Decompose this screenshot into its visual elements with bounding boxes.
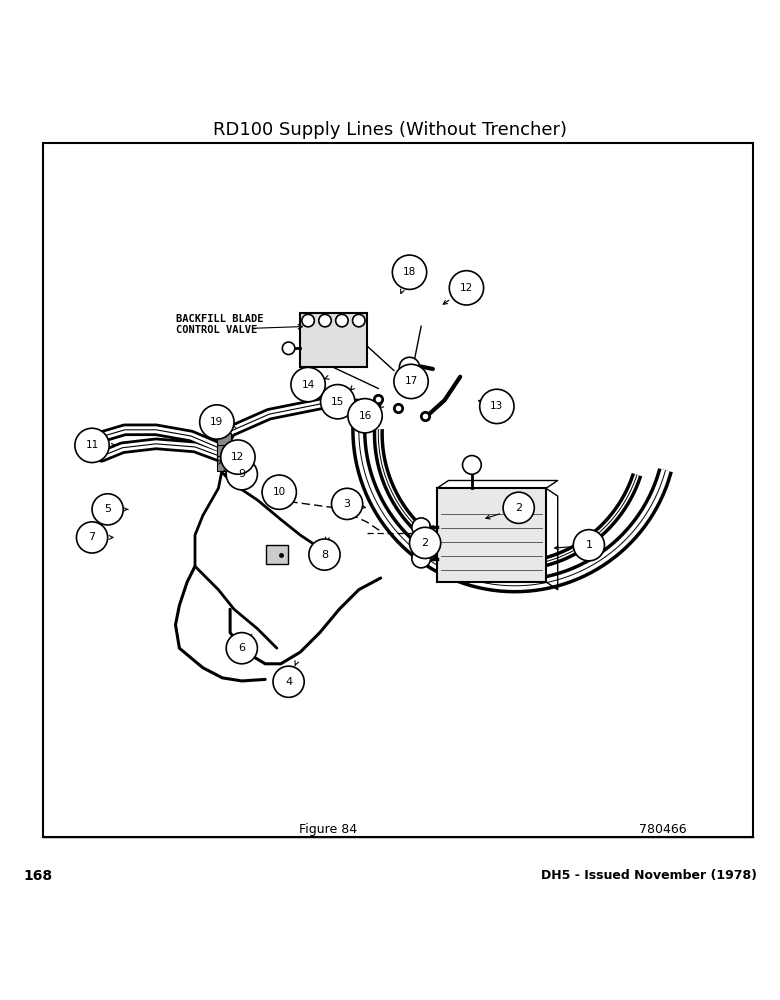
Text: 5: 5 [105,504,111,514]
Text: 7: 7 [88,532,96,542]
Text: 16: 16 [359,411,371,421]
Circle shape [282,342,295,355]
Bar [217,433,231,452]
Text: 11: 11 [86,440,98,450]
Circle shape [449,271,484,305]
Text: RD100 Supply Lines (Without Trencher): RD100 Supply Lines (Without Trencher) [213,121,567,139]
Circle shape [392,255,427,289]
Text: 12: 12 [232,452,244,462]
Circle shape [412,518,431,537]
Circle shape [221,440,255,474]
Circle shape [394,364,428,399]
Circle shape [353,314,365,327]
Bar [217,456,231,471]
Circle shape [319,314,332,327]
Text: DH5 - Issued November (1978): DH5 - Issued November (1978) [541,869,757,882]
Text: 12: 12 [460,283,473,293]
Circle shape [399,357,420,378]
Circle shape [332,488,363,520]
Bar [43,143,753,837]
Circle shape [262,475,296,509]
Circle shape [291,367,325,402]
Text: Figure 84: Figure 84 [299,823,356,836]
Circle shape [463,456,481,474]
Bar [300,313,367,367]
Circle shape [410,527,441,558]
Circle shape [503,492,534,523]
Text: 1: 1 [586,540,592,550]
Circle shape [92,494,123,525]
Text: 9: 9 [238,469,246,479]
Text: 780466: 780466 [639,823,687,836]
Bar [217,445,231,461]
Text: 168: 168 [23,869,52,883]
Bar [437,488,546,582]
Circle shape [200,405,234,439]
Text: 2: 2 [515,503,523,513]
Text: 10: 10 [273,487,285,497]
Text: 15: 15 [332,397,344,407]
Text: 8: 8 [321,550,328,560]
Circle shape [226,633,257,664]
Circle shape [226,459,257,490]
Circle shape [273,666,304,697]
Circle shape [302,314,314,327]
Text: 2: 2 [421,538,429,548]
Circle shape [480,389,514,424]
Text: 17: 17 [405,376,417,386]
Circle shape [348,399,382,433]
Circle shape [335,314,348,327]
Text: 19: 19 [211,417,223,427]
Circle shape [75,428,109,463]
Text: 13: 13 [491,401,503,411]
Text: BACKFILL BLADE
CONTROL VALVE: BACKFILL BLADE CONTROL VALVE [176,314,263,335]
Circle shape [76,522,108,553]
Circle shape [412,549,431,568]
Circle shape [573,530,604,561]
Circle shape [321,385,355,419]
Text: 18: 18 [403,267,416,277]
Text: 3: 3 [344,499,350,509]
Text: 4: 4 [285,677,292,687]
Circle shape [309,539,340,570]
Text: 6: 6 [239,643,245,653]
Bar [266,545,288,564]
Text: 14: 14 [302,380,314,390]
